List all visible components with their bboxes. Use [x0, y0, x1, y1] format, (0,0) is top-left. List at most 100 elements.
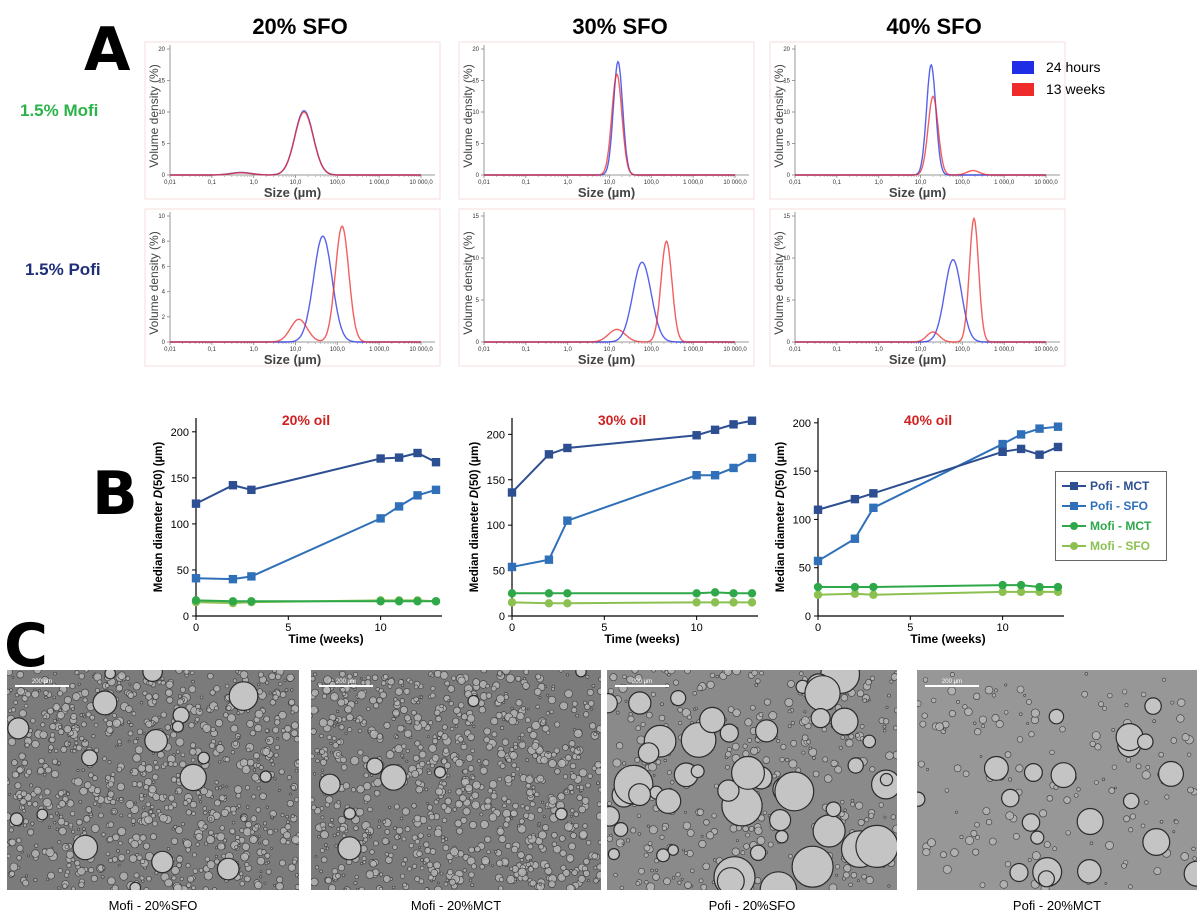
x-tick-label: 10 000,0	[1034, 347, 1058, 353]
droplet	[440, 671, 449, 680]
droplet	[855, 801, 864, 810]
droplet	[566, 884, 575, 890]
droplet	[274, 719, 281, 726]
droplet	[270, 847, 273, 850]
data-point	[692, 431, 701, 440]
droplet	[357, 690, 367, 700]
droplet-large	[7, 717, 30, 740]
y-axis-label: Median diameter D(50) (µm)	[775, 442, 787, 593]
droplet	[16, 855, 22, 861]
droplet	[655, 868, 659, 872]
droplet	[472, 724, 476, 728]
droplet	[319, 733, 324, 738]
droplet	[140, 858, 146, 864]
droplet	[190, 757, 196, 763]
y-axis-label: Volume density (%)	[772, 64, 786, 167]
droplet-large	[228, 681, 259, 712]
droplet	[801, 734, 809, 742]
droplet	[164, 724, 171, 731]
micrograph-pofi-sfo: 200 µm	[607, 670, 897, 890]
droplet	[198, 868, 204, 873]
droplet	[249, 829, 255, 835]
droplet	[625, 838, 630, 843]
droplet	[972, 848, 980, 856]
droplet	[742, 743, 748, 749]
droplet	[382, 819, 387, 824]
col-title-20-sfo: 20% SFO	[252, 14, 348, 39]
y-tick-label: 15	[783, 214, 790, 220]
droplet	[513, 744, 518, 750]
droplet	[70, 713, 78, 720]
data-point	[376, 514, 385, 523]
droplet	[240, 815, 248, 822]
data-point	[544, 589, 554, 598]
droplet	[859, 724, 865, 729]
droplet-large	[716, 867, 745, 890]
data-point	[191, 596, 201, 605]
droplet	[276, 876, 284, 884]
data-point	[507, 488, 517, 497]
droplet	[262, 747, 271, 756]
droplet	[523, 812, 530, 819]
droplet	[646, 824, 650, 828]
droplet	[286, 775, 292, 780]
droplet	[265, 680, 270, 685]
droplet	[281, 731, 291, 741]
droplet	[658, 714, 666, 722]
droplet	[278, 710, 287, 720]
droplet	[212, 887, 217, 890]
data-point	[850, 582, 860, 592]
data-point	[813, 556, 823, 566]
droplet	[139, 834, 147, 842]
droplet	[557, 759, 567, 768]
droplet	[626, 675, 635, 684]
droplet	[377, 825, 381, 829]
droplet	[367, 729, 371, 734]
droplet-large	[172, 706, 190, 724]
data-point	[563, 443, 572, 453]
droplet	[17, 793, 23, 800]
droplet	[978, 715, 987, 724]
droplet	[207, 672, 214, 680]
x-tick-label: 100,0	[644, 180, 660, 186]
droplet	[470, 775, 476, 781]
droplet-large	[72, 834, 99, 861]
droplet	[1108, 787, 1116, 794]
droplet	[385, 750, 395, 759]
droplet	[272, 883, 276, 887]
droplet	[576, 747, 581, 751]
droplet	[596, 871, 601, 880]
droplet	[559, 701, 568, 711]
x-tick-label: 0,1	[522, 347, 531, 353]
droplet	[538, 843, 544, 850]
legend-pofi-sfo-label: Pofi - SFO	[1090, 499, 1148, 513]
droplet	[164, 878, 173, 888]
droplet	[117, 827, 127, 836]
data-point	[1016, 444, 1026, 454]
droplet	[250, 815, 258, 822]
dist-plot-frame	[458, 208, 755, 367]
droplet	[393, 826, 397, 830]
data-point	[228, 481, 238, 490]
droplet	[160, 676, 165, 681]
droplet	[263, 881, 267, 885]
droplet	[454, 724, 459, 729]
droplet	[628, 712, 633, 717]
data-point	[563, 516, 572, 525]
x-tick-label: 0,1	[208, 347, 217, 353]
droplet	[420, 858, 424, 862]
droplet	[160, 711, 167, 718]
droplet	[585, 674, 590, 679]
x-axis-label: Size (µm)	[889, 352, 946, 367]
droplet-large	[81, 749, 99, 767]
droplet	[166, 847, 171, 851]
droplet	[808, 746, 812, 750]
droplet	[215, 846, 218, 850]
droplet	[276, 737, 280, 740]
droplet	[502, 803, 507, 808]
droplet	[259, 870, 263, 873]
droplet	[615, 710, 620, 715]
droplet	[533, 687, 542, 696]
droplet	[615, 838, 625, 848]
droplet	[391, 716, 396, 721]
